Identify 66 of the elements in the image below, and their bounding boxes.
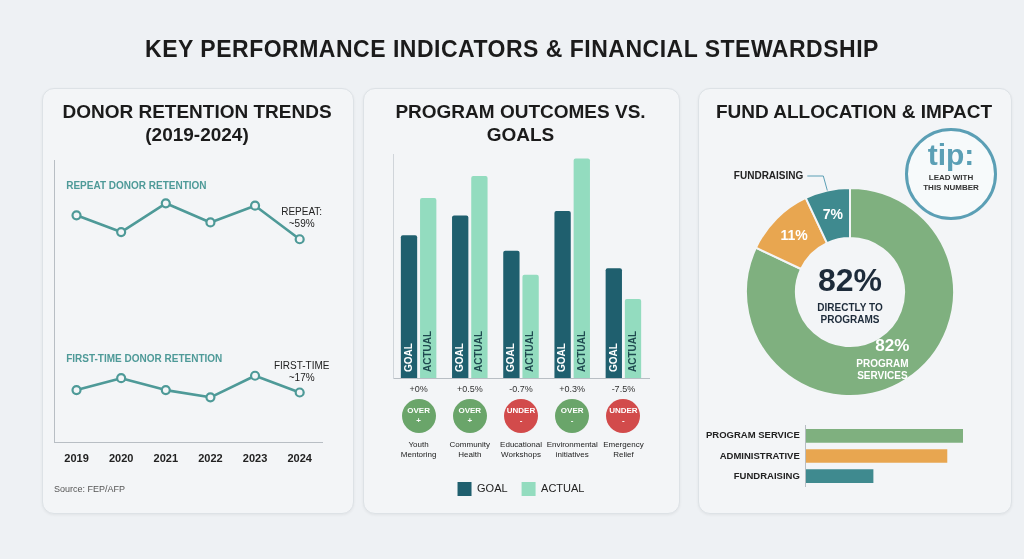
x-tick-label: 2021 (153, 452, 179, 465)
data-label: 7% (822, 205, 844, 222)
bar (420, 197, 437, 378)
bar (573, 158, 590, 378)
text: 82% (817, 261, 883, 298)
x-tick-label: Emergency Relief (603, 440, 644, 459)
data-label: 82% (875, 336, 910, 356)
point (249, 200, 261, 211)
point (249, 370, 261, 381)
bar (400, 235, 418, 378)
x-tick-label: 2024 (287, 452, 313, 465)
x-tick-label: Community Health (449, 440, 491, 459)
x-tick-label: Youth Mentoring (400, 440, 437, 459)
bar (503, 250, 520, 378)
point (71, 385, 82, 396)
x-tick-label: 2019 (64, 452, 89, 465)
point (294, 387, 305, 398)
chart-title: PROGRAM OUTCOMES VS. GOALS (394, 100, 647, 146)
legend-label: ACTUAL (541, 482, 585, 495)
text: GOAL (453, 343, 465, 372)
point (205, 217, 216, 228)
text: ACTUAL (626, 330, 638, 372)
annotation: FIRST-TIME ~17% (273, 359, 330, 383)
data-label: 11% (780, 226, 809, 243)
text: GOAL (505, 343, 517, 372)
point (116, 373, 127, 384)
text: ACTUAL (524, 330, 536, 372)
y-tick-label: ADMINISTRATIVE (719, 449, 800, 461)
text: ACTUAL (421, 330, 433, 372)
slice-label: PROGRAM SERVICES (856, 358, 909, 382)
x-tick-label: Educational Workshops (500, 440, 543, 459)
annotation: REPEAT: ~59% (281, 206, 323, 230)
text: DIRECTLY TO PROGRAMS (817, 301, 883, 325)
point (160, 198, 171, 209)
x-tick-label: 2022 (198, 452, 223, 465)
legend-label: GOAL (477, 482, 508, 495)
chart-title: FUND ALLOCATION & IMPACT (714, 100, 994, 123)
y-tick-label: FUNDRAISING (733, 469, 800, 481)
x-tick-label: 2023 (242, 452, 268, 465)
chart-title: DONOR RETENTION TRENDS (2019-2024) (61, 100, 333, 146)
text: GOAL (556, 343, 568, 372)
bar (554, 211, 571, 378)
text: ACTUAL (575, 330, 587, 372)
point (116, 226, 127, 238)
point (71, 210, 82, 221)
text: -7.5% (610, 384, 637, 394)
y-tick-label: PROGRAM SERVICE (705, 429, 800, 441)
text: GOAL (607, 343, 619, 372)
text: KEY PERFORMANCE INDICATORS & FINANCIAL STEWARDSHIP (144, 36, 880, 63)
text: ACTUAL (473, 330, 485, 372)
bar (522, 274, 539, 378)
text: GOAL (402, 343, 414, 372)
text: -0.7% (508, 384, 534, 394)
text: REPEAT DONOR RETENTION (66, 180, 207, 192)
text: FIRST-TIME DONOR RETENTION (66, 352, 223, 364)
point (294, 234, 305, 245)
point (205, 392, 216, 403)
text: +0.5% (455, 384, 484, 394)
x-tick-label: 2020 (108, 452, 134, 465)
text: +0.3% (558, 384, 587, 394)
bar (471, 175, 488, 378)
x-tick-label: Environmental initiatives (546, 440, 598, 459)
source-note: Source: FEP/AFP (54, 484, 126, 494)
text: +0% (408, 384, 429, 394)
point (160, 385, 171, 396)
bar (452, 215, 469, 378)
